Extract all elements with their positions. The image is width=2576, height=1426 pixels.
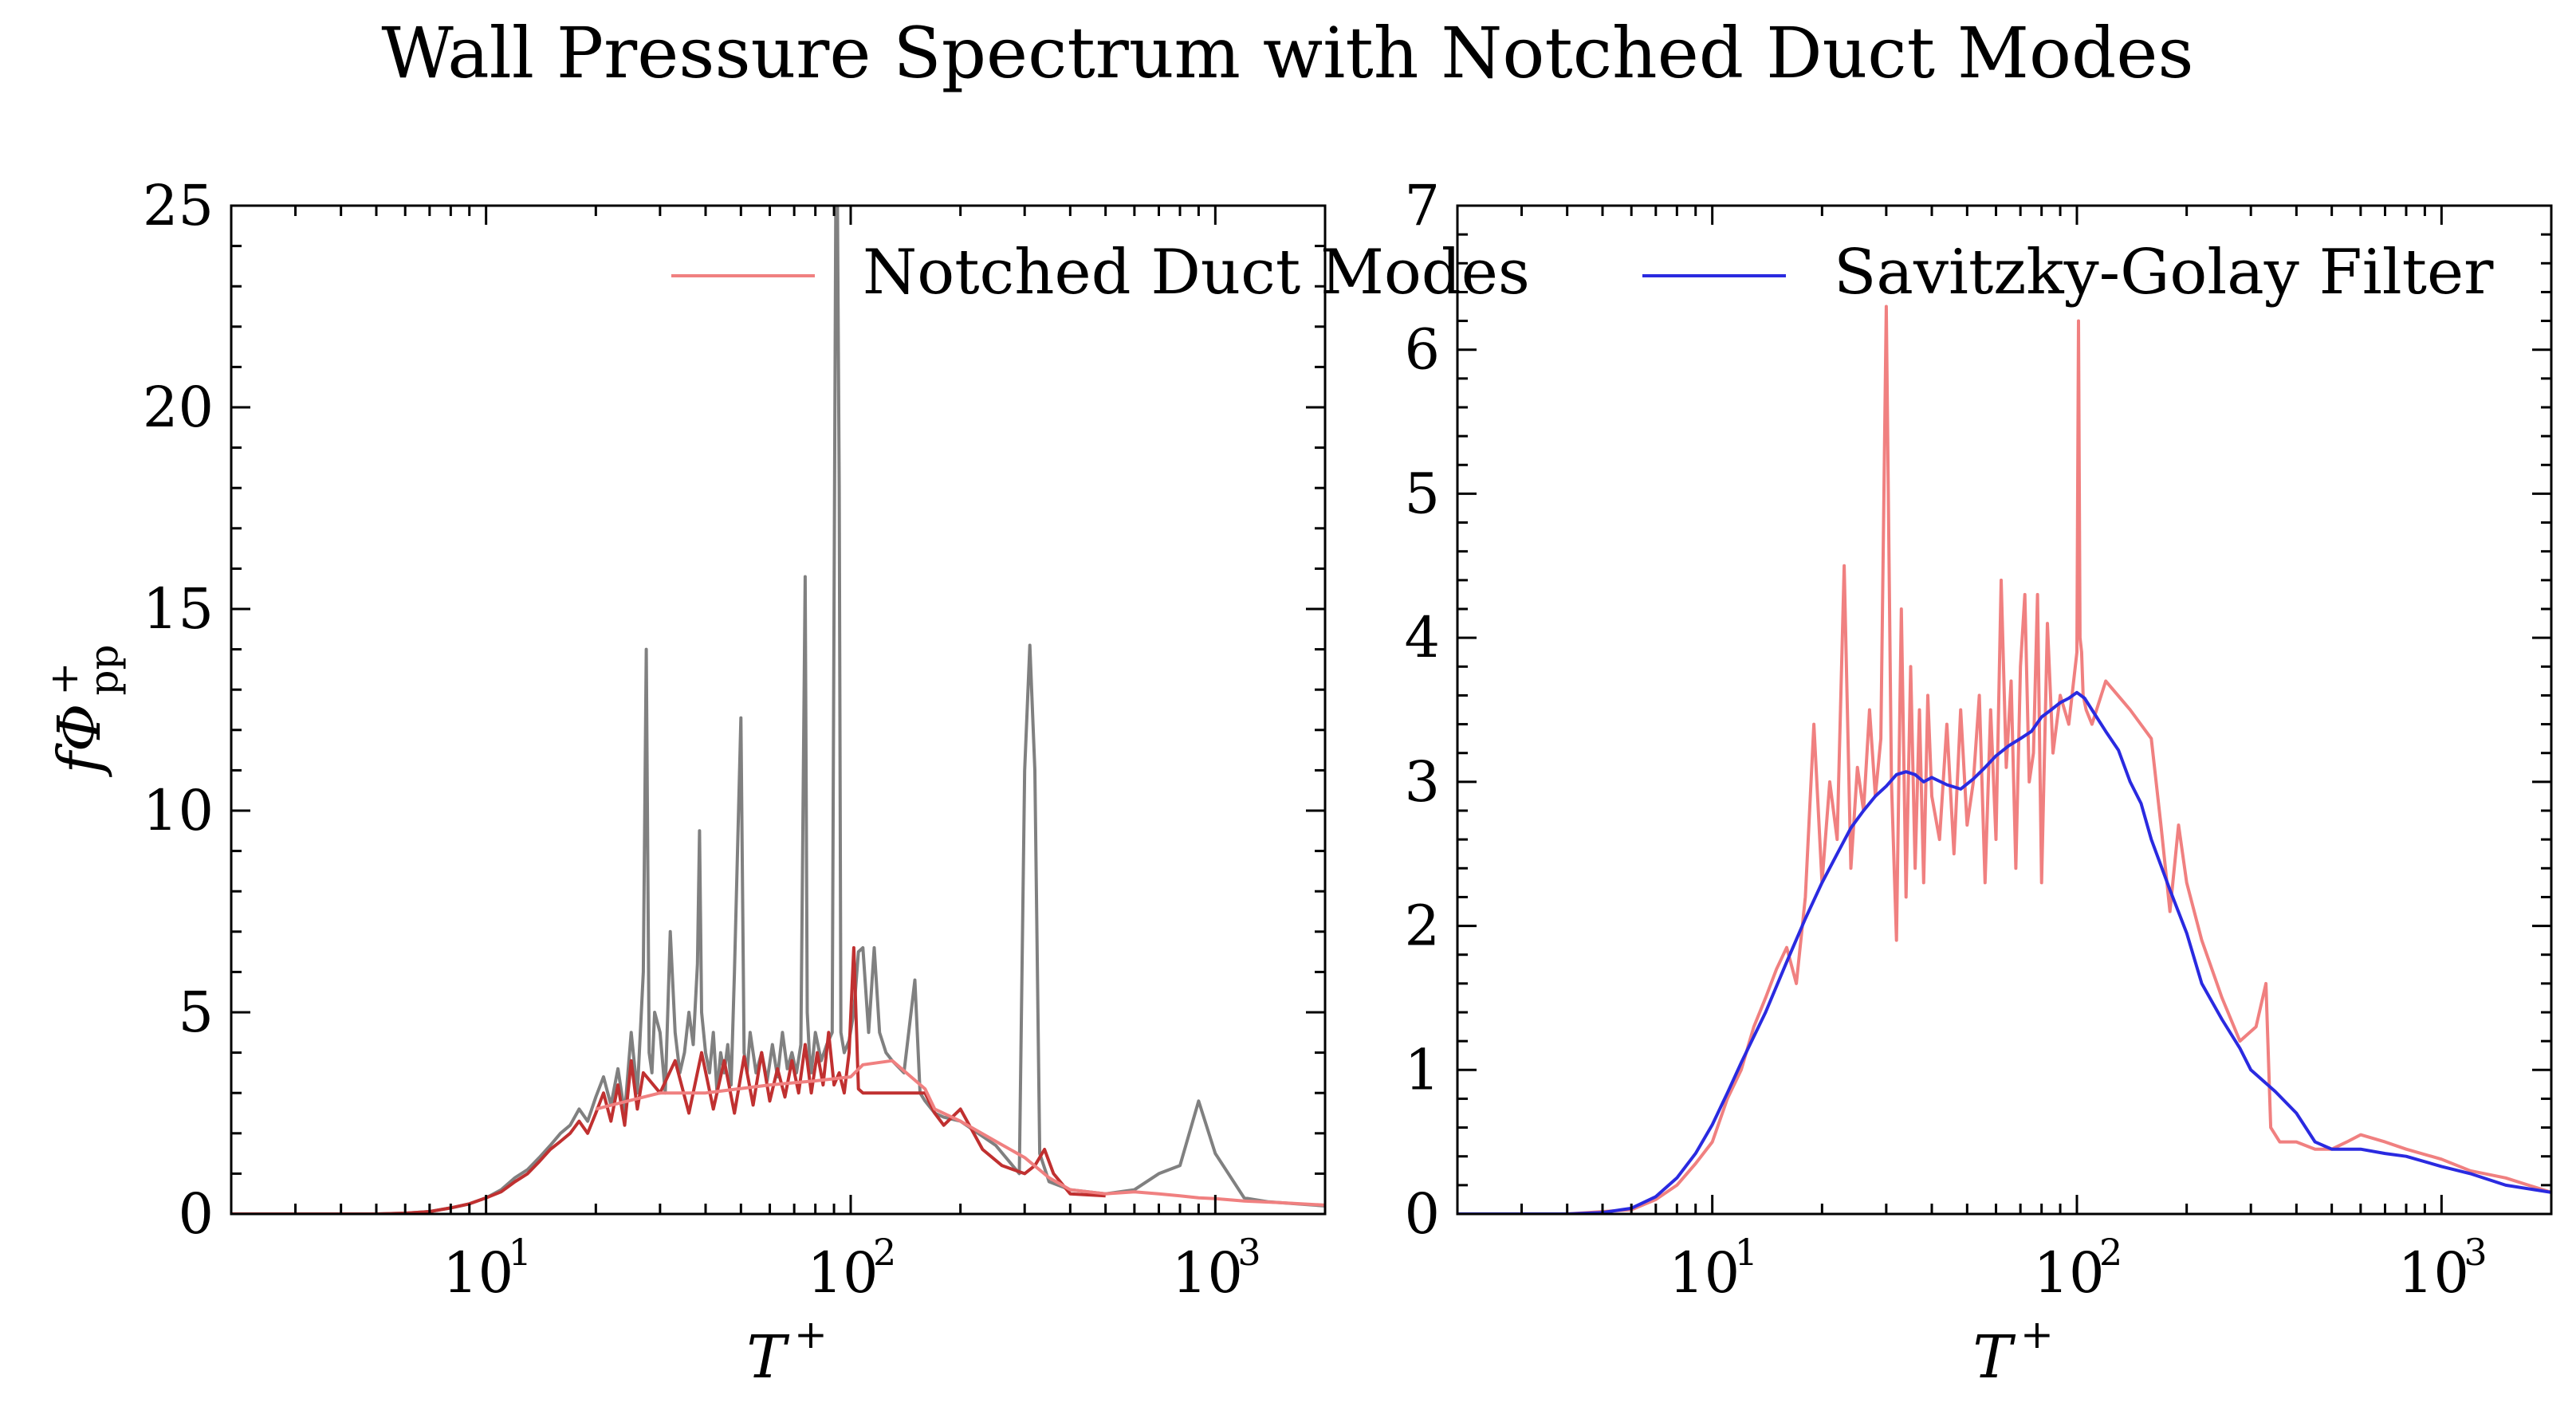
legend-label: Savitzky-Golay Filter (1834, 237, 2494, 308)
y-tick-label: 25 (143, 173, 214, 238)
x-tick-label: 10 (442, 1240, 513, 1306)
y-axis-label-sub: pp (81, 644, 127, 695)
x-tick-label: 10 (2398, 1240, 2469, 1306)
y-axis-label: fΦ +pp (41, 644, 127, 777)
y-tick-label: 4 (1404, 605, 1440, 670)
x-tick-label: 10 (1669, 1240, 1740, 1306)
y-axis-label-main: fΦ (45, 703, 114, 777)
x-axis-label: T (746, 1323, 789, 1392)
y-axis-label-sup: + (41, 662, 87, 696)
x-tick-exponent: 3 (2464, 1231, 2487, 1274)
y-tick-label: 1 (1404, 1037, 1440, 1102)
y-tick-label: 6 (1404, 317, 1440, 383)
x-axis-label-sup: + (794, 1311, 828, 1357)
y-tick-label: 2 (1404, 894, 1440, 959)
series-line-2 (595, 1059, 1325, 1207)
legend-label: Notched Duct Modes (863, 237, 1530, 308)
y-tick-label: 5 (178, 980, 214, 1045)
x-axis-label: T (1972, 1323, 2016, 1392)
figure-title: Wall Pressure Spectrum with Notched Duct… (381, 12, 2193, 94)
series-line-0 (231, 206, 1325, 1214)
x-tick-exponent: 3 (1237, 1231, 1260, 1274)
x-axis-label-sup: + (2020, 1311, 2054, 1357)
axes-frame (1456, 204, 2553, 1216)
axes-frame (230, 204, 1327, 1216)
x-tick-exponent: 1 (509, 1231, 532, 1274)
series-group (231, 206, 1325, 1214)
x-tick-exponent: 2 (873, 1231, 896, 1274)
series-group (1457, 304, 2551, 1214)
x-tick-exponent: 2 (2099, 1231, 2122, 1274)
series-line-0 (1457, 304, 2551, 1214)
y-tick-label: 7 (1404, 173, 1440, 238)
x-tick-label: 10 (807, 1240, 878, 1306)
x-tick-label: 10 (1172, 1240, 1243, 1306)
series-line-1 (231, 946, 1106, 1214)
y-tick-label: 15 (143, 576, 214, 642)
y-tick-label: 3 (1404, 749, 1440, 815)
x-tick-label: 10 (2033, 1240, 2104, 1306)
series-line-1 (1457, 690, 2551, 1214)
x-tick-exponent: 1 (1735, 1231, 1758, 1274)
y-tick-label: 5 (1404, 461, 1440, 526)
y-tick-label: 0 (1404, 1181, 1440, 1247)
y-tick-label: 0 (178, 1181, 214, 1247)
y-tick-label: 20 (143, 375, 214, 440)
y-tick-label: 10 (143, 778, 214, 843)
